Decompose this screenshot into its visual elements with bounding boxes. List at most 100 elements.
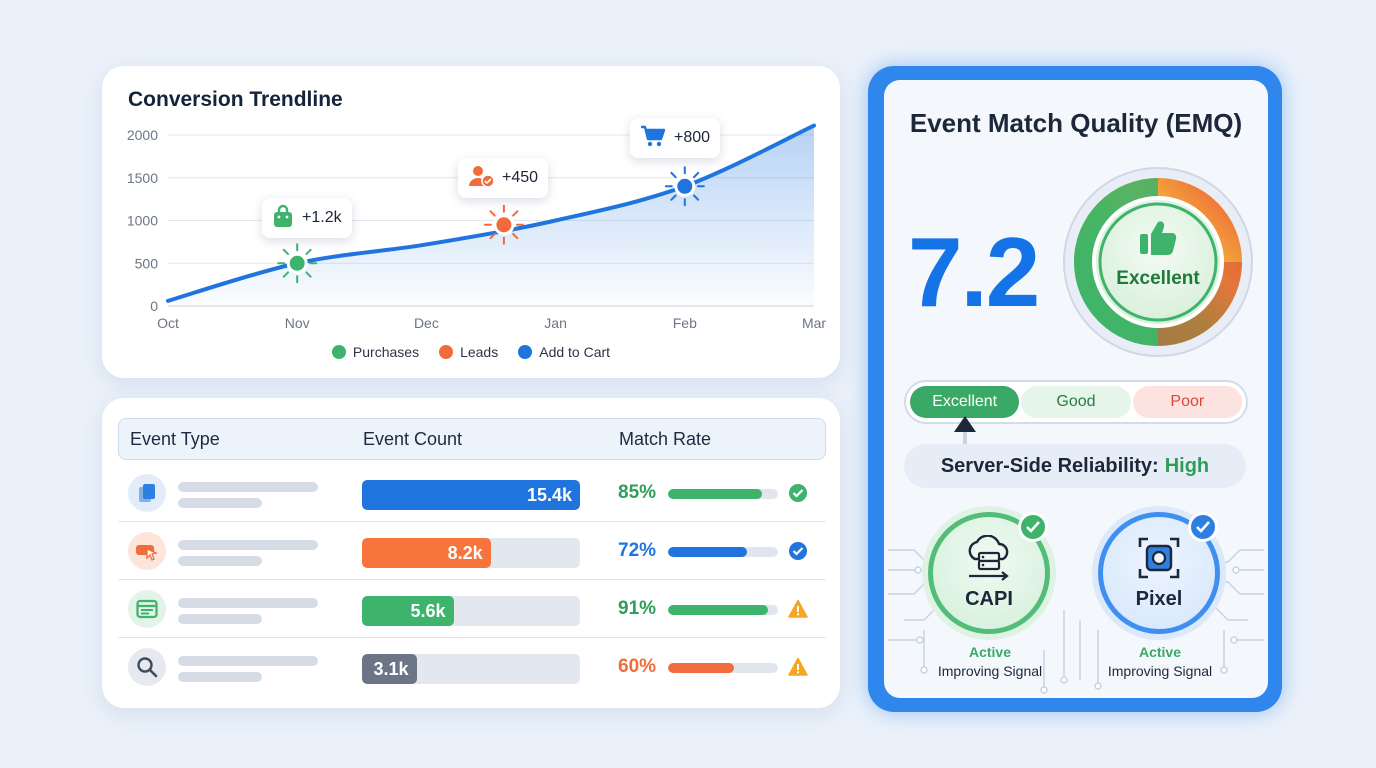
purchases-callout: +1.2k	[262, 198, 352, 238]
pixel-camera-icon	[1136, 535, 1182, 586]
marker-spark	[512, 210, 519, 217]
trend-chart: 0 500 1000 1500 2000 Oct Nov Dec Jan Feb Mar	[127, 123, 826, 331]
trend-line	[166, 123, 816, 303]
leads-callout-label: +450	[502, 169, 539, 186]
data-point-leads	[493, 214, 515, 236]
header-event-type[interactable]: Event Type	[130, 429, 220, 449]
capi-subtitle: Improving Signal	[937, 663, 1043, 679]
table-row[interactable]: 5.6k 91%	[118, 580, 826, 638]
rating-good: Good	[1021, 386, 1131, 418]
data-point-add-to-cart	[674, 175, 696, 197]
gauge-center	[1092, 196, 1224, 328]
table-row[interactable]: 15.4k 85%	[118, 464, 826, 522]
legend-label: Leads	[460, 344, 499, 360]
y-tick-label: 2000	[127, 127, 158, 143]
legend-label: Purchases	[352, 344, 420, 360]
rating-pointer-stem	[963, 432, 967, 446]
capi-status: Active	[968, 644, 1012, 660]
search-icon	[128, 648, 166, 686]
legend-swatch	[331, 345, 346, 359]
trend-area	[168, 125, 814, 306]
cart-icon	[640, 124, 666, 153]
rating-pointer	[954, 416, 976, 432]
pixel-source[interactable]: Pixel	[1098, 512, 1220, 634]
chart-legend: Purchases Leads Add to Cart	[102, 344, 840, 360]
header-event-count[interactable]: Event Count	[363, 429, 463, 449]
user-check-icon	[468, 164, 495, 193]
event-name-placeholder	[178, 482, 318, 492]
match-rate-fill	[668, 489, 762, 499]
header-match-rate[interactable]: Match Rate	[619, 429, 712, 449]
check-circle-icon	[788, 541, 808, 561]
event-count-bar: 8.2k	[362, 538, 580, 568]
marker-spark	[282, 248, 290, 256]
legend-item-purchases[interactable]: Purchases	[331, 344, 420, 360]
pixel-status: Active	[1138, 644, 1182, 660]
purchases-callout-label: +1.2k	[302, 209, 342, 226]
circuit-lines-decoration	[888, 546, 1264, 694]
x-tick-label: Jan	[544, 315, 567, 331]
capi-check-icon	[1018, 512, 1048, 542]
pixel-check-icon	[1188, 512, 1218, 542]
table-row[interactable]: 8.2k 72%	[118, 522, 826, 580]
y-tick-label: 500	[135, 255, 159, 271]
match-rate-fill	[668, 547, 748, 557]
x-tick-label: Feb	[673, 315, 697, 331]
marker-spark	[305, 271, 312, 278]
server-side-reliability: Server-Side Reliability: High	[904, 444, 1246, 488]
cloud-server-icon	[963, 534, 1015, 586]
match-rate-bar	[668, 663, 778, 673]
leads-callout: +450	[458, 158, 549, 198]
table-row[interactable]: 3.1k 60%	[118, 638, 826, 696]
x-tick-label: Mar	[802, 315, 826, 331]
event-count-bar: 15.4k	[362, 480, 580, 510]
pixel-name: Pixel	[1135, 588, 1183, 610]
emq-title: Event Match Quality (EMQ)	[909, 108, 1243, 138]
legend-item-leads[interactable]: Leads	[439, 344, 498, 360]
marker-spark	[670, 171, 677, 179]
marker-spark	[282, 271, 290, 278]
thumbs-up-icon	[1140, 221, 1177, 255]
gauge-center-ring	[1098, 202, 1218, 322]
event-count-fill: 5.6k	[362, 596, 454, 626]
data-point-purchases	[286, 252, 308, 274]
event-count-fill: 3.1k	[362, 654, 417, 684]
match-rate-value: 91%	[618, 598, 657, 619]
event-name-placeholder	[178, 656, 318, 666]
match-rate-bar	[668, 605, 778, 615]
add-to-cart-callout: +800	[630, 118, 721, 158]
conversion-trend-card: Conversion Trendline 0 500 1000 1500 2000 Oct…	[102, 66, 840, 378]
event-count-bar: 3.1k	[362, 654, 580, 684]
table-header: Event Type Event Count Match Rate	[118, 418, 826, 460]
shopping-bag-icon	[272, 204, 294, 233]
x-tick-label: Nov	[285, 315, 310, 331]
y-tick-label: 1000	[127, 213, 158, 229]
x-tick-label: Dec	[414, 315, 439, 331]
marker-spark	[305, 248, 312, 256]
pixel-subtitle: Improving Signal	[1107, 663, 1213, 679]
gauge-rating-label: Excellent	[1116, 268, 1200, 289]
legend-swatch	[439, 345, 454, 359]
capi-source[interactable]: CAPI	[928, 512, 1050, 634]
add-to-cart-callout-label: +800	[674, 129, 711, 146]
warning-icon	[788, 599, 808, 619]
legend-swatch	[518, 345, 533, 359]
match-rate-fill	[668, 663, 734, 673]
marker-spark	[512, 232, 519, 240]
emq-score: 7.2	[908, 217, 1040, 327]
x-tick-label: Oct	[157, 315, 179, 331]
event-count-fill: 15.4k	[362, 480, 580, 510]
marker-spark	[692, 194, 700, 201]
event-detail-placeholder	[178, 672, 262, 682]
legend-label: Add to Cart	[539, 344, 611, 360]
event-name-placeholder	[178, 540, 318, 550]
marker-spark	[489, 232, 496, 240]
legend-item-add-to-cart[interactable]: Add to Cart	[518, 344, 610, 360]
events-table-card: Event Type Event Count Match Rate 15.4k …	[102, 398, 840, 708]
event-count-bar: 5.6k	[362, 596, 580, 626]
capi-name: CAPI	[965, 588, 1013, 610]
event-detail-placeholder	[178, 498, 262, 508]
marker-spark	[489, 210, 496, 217]
match-rate-value: 85%	[618, 482, 657, 503]
event-detail-placeholder	[178, 614, 262, 624]
